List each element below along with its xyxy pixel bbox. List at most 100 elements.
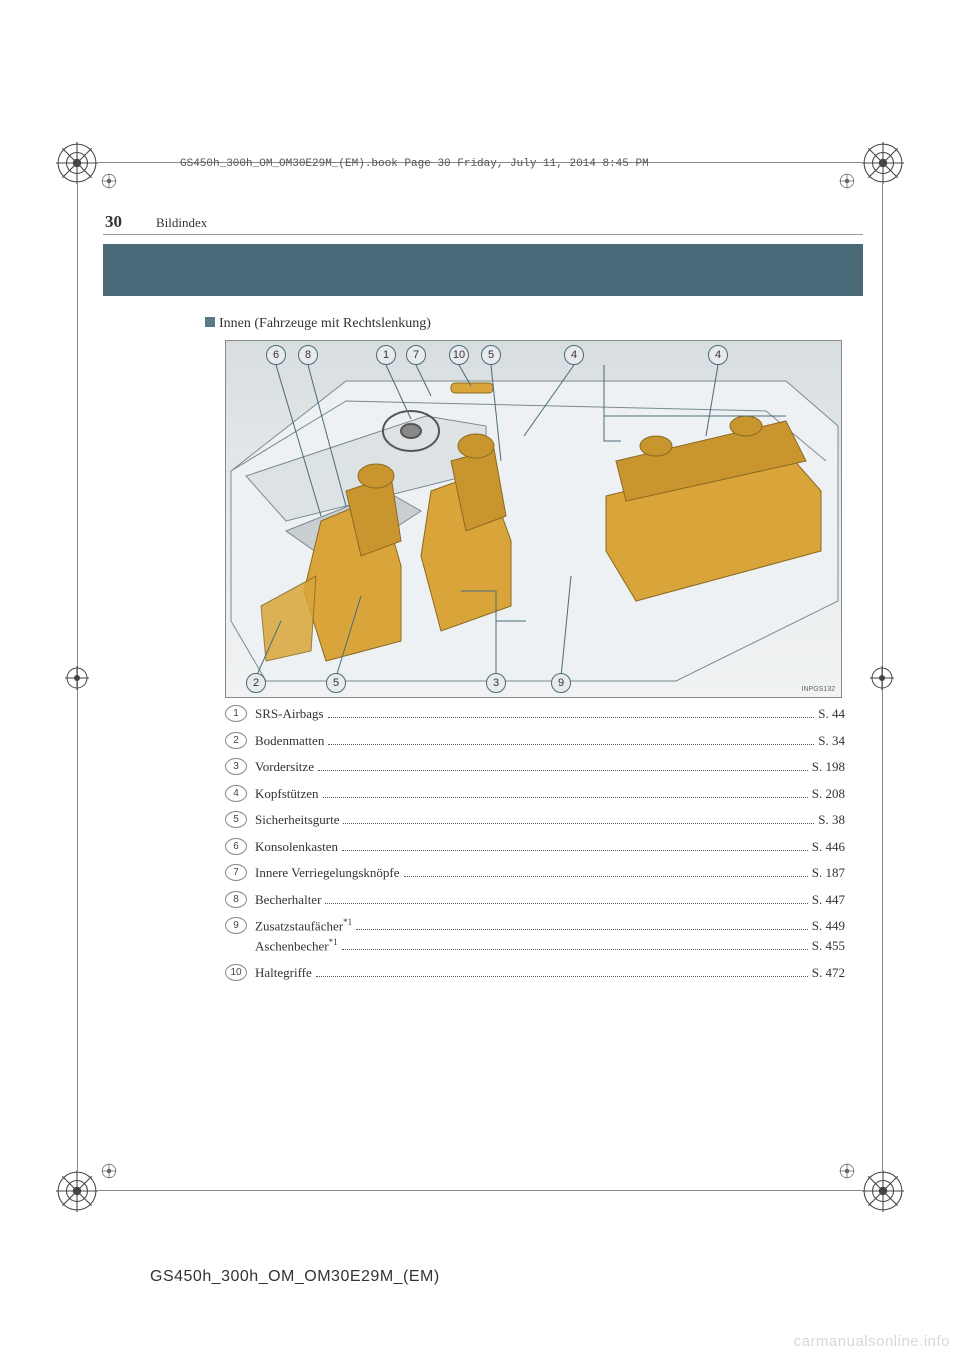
index-dots xyxy=(342,940,808,950)
index-page: S. 38 xyxy=(818,810,845,830)
subtitle: Innen (Fahrzeuge mit Rechtslenkung) xyxy=(205,316,431,332)
index-page: S. 455 xyxy=(812,936,845,956)
callout-number: 6 xyxy=(266,345,286,365)
index-row-number: 9 xyxy=(225,917,247,934)
index-page: S. 34 xyxy=(818,731,845,751)
index-row-body: SRS-AirbagsS. 44 xyxy=(255,704,845,724)
callout-number: 4 xyxy=(564,345,584,365)
index-superscript: *1 xyxy=(343,917,352,927)
index-dots xyxy=(356,920,808,930)
index-page: S. 446 xyxy=(812,837,845,857)
page-number: 30 xyxy=(105,212,122,232)
index-label: Konsolenkasten xyxy=(255,837,338,857)
index-row: 1 SRS-AirbagsS. 44 xyxy=(225,704,845,724)
crosshair-tl-inner xyxy=(100,172,118,190)
watermark: carmanualsonline.info xyxy=(794,1333,950,1350)
index-dots xyxy=(343,814,814,824)
index-row-body: Konsolenkasten S. 446 xyxy=(255,837,845,857)
callout-number: 2 xyxy=(246,673,266,693)
index-row-number: 6 xyxy=(225,838,247,855)
index-label: Zusatzstaufächer*1 xyxy=(255,916,352,936)
index-line: Vordersitze S. 198 xyxy=(255,757,845,777)
index-line: BecherhalterS. 447 xyxy=(255,890,845,910)
callout-number: 7 xyxy=(406,345,426,365)
index-row-number: 2 xyxy=(225,732,247,749)
index-row-number: 5 xyxy=(225,811,247,828)
crosshair-right xyxy=(870,666,894,690)
index-line: Kopfstützen S. 208 xyxy=(255,784,845,804)
index-label: Innere Verriegelungsknöpfe xyxy=(255,863,400,883)
index-line: SRS-AirbagsS. 44 xyxy=(255,704,845,724)
index-row: 10 Haltegriffe S. 472 xyxy=(225,963,845,983)
regmark-top-right xyxy=(862,142,904,184)
index-label: Sicherheitsgurte xyxy=(255,810,339,830)
diagram-svg xyxy=(226,341,842,698)
index-line: Konsolenkasten S. 446 xyxy=(255,837,845,857)
callout-number: 10 xyxy=(449,345,469,365)
index-dots xyxy=(328,708,815,718)
diagram-code: INPGS132 xyxy=(802,686,835,693)
index-label: Kopfstützen xyxy=(255,784,319,804)
index-dots xyxy=(404,867,808,877)
callout-number: 9 xyxy=(551,673,571,693)
header-rule xyxy=(103,234,863,235)
index-row: 2 Bodenmatten S. 34 xyxy=(225,731,845,751)
index-row-body: Zusatzstaufächer*1S. 449Aschenbecher*1S.… xyxy=(255,916,845,956)
page-container: GS450h_300h_OM_OM30E29M_(EM).book Page 3… xyxy=(0,0,960,1358)
index-row-body: Bodenmatten S. 34 xyxy=(255,731,845,751)
index-dots xyxy=(316,966,808,976)
index-row: 4 Kopfstützen S. 208 xyxy=(225,784,845,804)
file-header-text: GS450h_300h_OM_OM30E29M_(EM).book Page 3… xyxy=(180,158,649,170)
index-label: Vordersitze xyxy=(255,757,314,777)
index-row-number: 4 xyxy=(225,785,247,802)
frame-bottom-line xyxy=(98,1190,862,1191)
index-label: Aschenbecher*1 xyxy=(255,936,338,956)
index-row: 3VordersitzeS. 198 xyxy=(225,757,845,777)
index-row-body: Innere Verriegelungsknöpfe S. 187 xyxy=(255,863,845,883)
crosshair-bl-inner xyxy=(100,1162,118,1180)
subtitle-text: Innen (Fahrzeuge mit Rechtslenkung) xyxy=(219,316,431,331)
index-dots xyxy=(342,840,808,850)
regmark-top-left xyxy=(56,142,98,184)
index-row: 8 BecherhalterS. 447 xyxy=(225,890,845,910)
index-dots xyxy=(318,761,808,771)
callout-number: 4 xyxy=(708,345,728,365)
index-row-body: Vordersitze S. 198 xyxy=(255,757,845,777)
index-superscript: *1 xyxy=(329,937,338,947)
index-label: Haltegriffe xyxy=(255,963,312,983)
index-dots xyxy=(328,734,814,744)
page-header: 30 Bildindex xyxy=(105,212,865,232)
regmark-bottom-right xyxy=(862,1170,904,1212)
callout-number: 8 xyxy=(298,345,318,365)
index-dots xyxy=(325,893,807,903)
index-row-body: Sicherheitsgurte S. 38 xyxy=(255,810,845,830)
index-label: Bodenmatten xyxy=(255,731,324,751)
footer-code: GS450h_300h_OM_OM30E29M_(EM) xyxy=(150,1268,440,1286)
callout-number: 5 xyxy=(326,673,346,693)
index-row-number: 10 xyxy=(225,964,247,981)
index-dots xyxy=(323,787,808,797)
crosshair-tr-inner xyxy=(838,172,856,190)
callout-number: 5 xyxy=(481,345,501,365)
index-row-number: 8 xyxy=(225,891,247,908)
index-row: 7 Innere Verriegelungsknöpfe S. 187 xyxy=(225,863,845,883)
index-row-number: 1 xyxy=(225,705,247,722)
crosshair-left xyxy=(65,666,89,690)
index-page: S. 472 xyxy=(812,963,845,983)
index-list: 1SRS-AirbagsS. 442BodenmattenS. 343Vorde… xyxy=(225,704,845,989)
index-page: S. 44 xyxy=(818,704,845,724)
crosshair-br-inner xyxy=(838,1162,856,1180)
index-row-number: 7 xyxy=(225,864,247,881)
index-line: Aschenbecher*1 S. 455 xyxy=(255,936,845,956)
callout-number: 3 xyxy=(486,673,506,693)
callout-number: 1 xyxy=(376,345,396,365)
index-row-body: Kopfstützen S. 208 xyxy=(255,784,845,804)
index-row: 6 Konsolenkasten S. 446 xyxy=(225,837,845,857)
index-row: 5 Sicherheitsgurte S. 38 xyxy=(225,810,845,830)
regmark-bottom-left xyxy=(56,1170,98,1212)
section-name: Bildindex xyxy=(156,215,207,230)
index-page: S. 208 xyxy=(812,784,845,804)
index-page: S. 187 xyxy=(812,863,845,883)
index-line: Bodenmatten S. 34 xyxy=(255,731,845,751)
index-page: S. 198 xyxy=(812,757,845,777)
